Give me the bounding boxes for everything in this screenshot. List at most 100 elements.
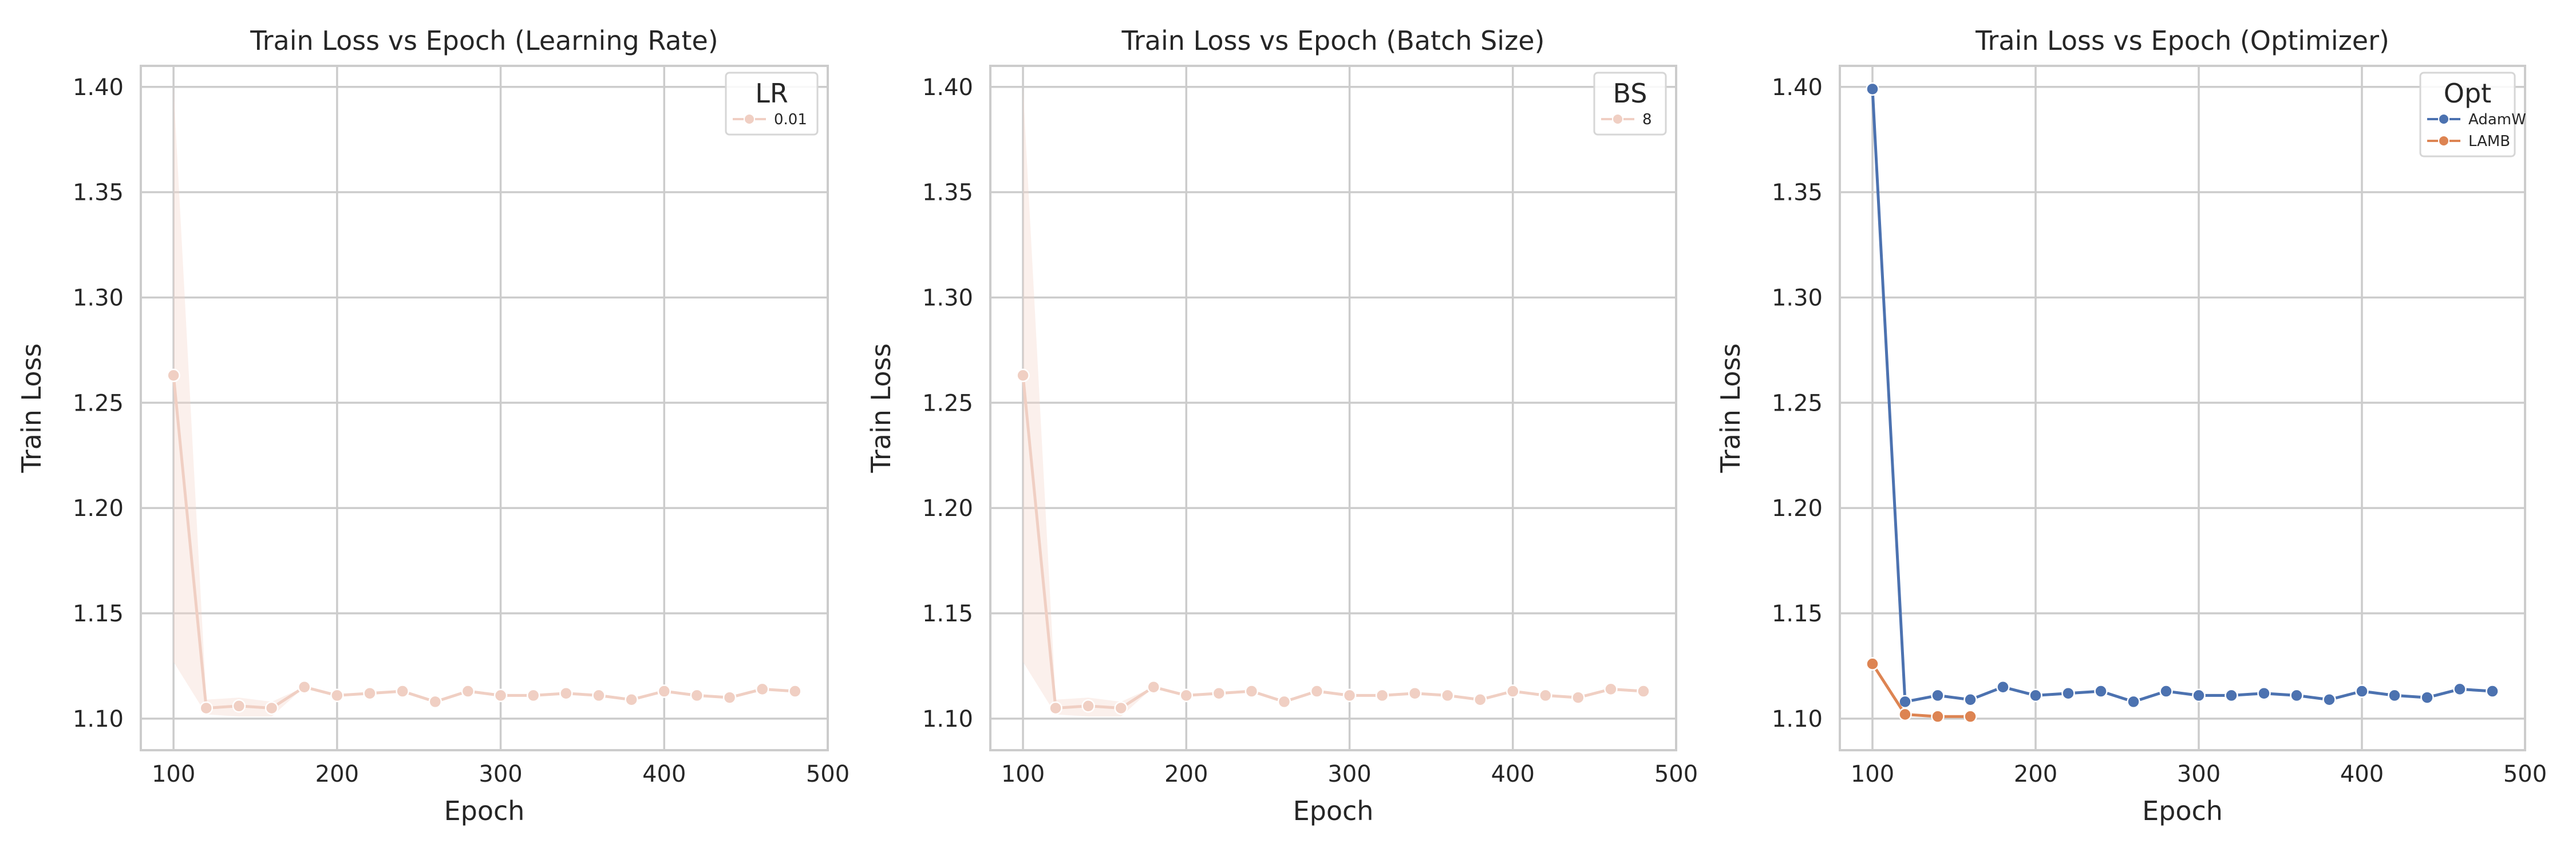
y-tick-label: 1.40 bbox=[73, 74, 124, 101]
data-point bbox=[1408, 686, 1422, 700]
y-tick-label: 1.10 bbox=[922, 706, 973, 732]
data-point bbox=[788, 684, 802, 698]
confidence-band bbox=[1023, 86, 1643, 717]
data-point bbox=[1440, 688, 1455, 703]
legend-label: LAMB bbox=[2468, 133, 2510, 150]
legend-swatch-marker bbox=[2438, 135, 2449, 147]
data-point bbox=[1963, 693, 1977, 707]
legend-title: Opt bbox=[2444, 78, 2491, 109]
chart-panel-3: 100 200 300 400 500 1.10 1.15 1.20 1.25 1.30 1.35 1… bbox=[1715, 25, 2547, 826]
x-tick-label: 100 bbox=[1851, 761, 1894, 787]
y-tick-label: 1.30 bbox=[922, 285, 973, 311]
y-tick-label: 1.20 bbox=[1772, 495, 1823, 522]
plot-frame bbox=[989, 65, 1677, 751]
chart-title: Train Loss vs Epoch (Learning Rate) bbox=[250, 25, 718, 56]
y-tick-label: 1.35 bbox=[1772, 180, 1823, 206]
y-tick-label: 1.30 bbox=[73, 285, 124, 311]
data-point bbox=[1081, 699, 1095, 713]
x-tick-label: 100 bbox=[152, 761, 195, 787]
chart-title: Train Loss vs Epoch (Optimizer) bbox=[1975, 25, 2389, 56]
data-point bbox=[199, 701, 214, 715]
data-point bbox=[559, 686, 573, 700]
x-tick-label: 400 bbox=[2340, 761, 2384, 787]
data-point bbox=[1866, 82, 1879, 96]
plot-frame bbox=[1839, 65, 2526, 751]
data-point bbox=[2159, 684, 2173, 698]
y-tick-label: 1.15 bbox=[1772, 601, 1823, 627]
x-tick-label: 500 bbox=[1654, 761, 1698, 787]
data-point bbox=[2322, 693, 2336, 707]
x-tick-label: 400 bbox=[1491, 761, 1535, 787]
data-point bbox=[1931, 710, 1945, 723]
data-point bbox=[2420, 691, 2434, 704]
chart-title: Train Loss vs Epoch (Batch Size) bbox=[1121, 25, 1545, 56]
data-point bbox=[264, 701, 279, 715]
data-point bbox=[2486, 684, 2499, 698]
x-tick-label: 200 bbox=[2014, 761, 2057, 787]
data-point bbox=[1342, 688, 1357, 703]
series-line-0.01 bbox=[172, 375, 796, 710]
legend: Opt AdamW LAMB bbox=[2419, 72, 2526, 157]
series-line-LAMB bbox=[1871, 663, 1970, 718]
legend-label: 0.01 bbox=[774, 111, 807, 128]
data-point bbox=[1571, 691, 1585, 704]
y-tick-label: 1.20 bbox=[73, 495, 124, 522]
series-line-8 bbox=[1021, 375, 1644, 710]
data-point bbox=[1539, 688, 1552, 703]
data-point bbox=[330, 688, 344, 703]
data-point bbox=[1931, 688, 1945, 703]
x-tick-label: 100 bbox=[1001, 761, 1045, 787]
data-point bbox=[232, 699, 246, 713]
data-point bbox=[1016, 368, 1030, 383]
data-point bbox=[167, 368, 180, 383]
y-tick-label: 1.10 bbox=[1772, 706, 1823, 732]
x-tick-label: 200 bbox=[315, 761, 359, 787]
data-point bbox=[1604, 682, 1618, 696]
data-point bbox=[722, 691, 737, 704]
data-point bbox=[1212, 686, 1226, 700]
data-point bbox=[297, 680, 311, 694]
data-point bbox=[690, 688, 704, 703]
data-point bbox=[2225, 688, 2238, 703]
y-tick-label: 1.35 bbox=[922, 180, 973, 206]
legend-title: BS bbox=[1613, 78, 1647, 109]
data-point bbox=[755, 682, 769, 696]
y-tick-label: 1.40 bbox=[922, 74, 973, 101]
data-point bbox=[1179, 688, 1194, 703]
y-tick-label: 1.25 bbox=[1772, 390, 1823, 416]
data-point bbox=[1244, 684, 1259, 698]
data-point bbox=[1866, 657, 1879, 671]
data-point bbox=[461, 684, 475, 698]
data-point bbox=[657, 684, 671, 698]
data-point bbox=[625, 693, 638, 707]
legend-swatch-marker bbox=[744, 113, 755, 125]
data-point bbox=[363, 686, 377, 700]
plot-frame bbox=[140, 65, 829, 751]
legend: LR 0.01 bbox=[725, 72, 819, 136]
y-tick-label: 1.25 bbox=[922, 390, 973, 416]
data-point bbox=[2290, 688, 2304, 703]
legend-label: 8 bbox=[1642, 111, 1652, 128]
data-point bbox=[2127, 695, 2140, 709]
data-point bbox=[1147, 680, 1160, 694]
data-point bbox=[1277, 695, 1291, 709]
x-tick-label: 300 bbox=[479, 761, 522, 787]
legend-swatch-marker bbox=[1612, 113, 1623, 125]
data-point bbox=[1114, 701, 1128, 715]
chart-panel-1: 100 200 300 400 500 1.10 1.15 1.20 1.25 1.30 1.35 1… bbox=[16, 25, 850, 826]
y-tick-label: 1.20 bbox=[922, 495, 973, 522]
data-point bbox=[2355, 684, 2369, 698]
y-axis-label: Train Loss bbox=[16, 344, 47, 474]
data-point bbox=[1375, 688, 1389, 703]
x-axis-label: Epoch bbox=[444, 795, 525, 826]
x-tick-label: 400 bbox=[642, 761, 686, 787]
data-point bbox=[2388, 688, 2401, 703]
y-axis-label: Train Loss bbox=[866, 344, 896, 474]
data-point bbox=[2192, 688, 2206, 703]
legend-label: AdamW bbox=[2468, 111, 2526, 128]
x-tick-label: 200 bbox=[1164, 761, 1208, 787]
data-point bbox=[1637, 684, 1650, 698]
y-tick-label: 1.15 bbox=[922, 601, 973, 627]
data-point bbox=[396, 684, 409, 698]
